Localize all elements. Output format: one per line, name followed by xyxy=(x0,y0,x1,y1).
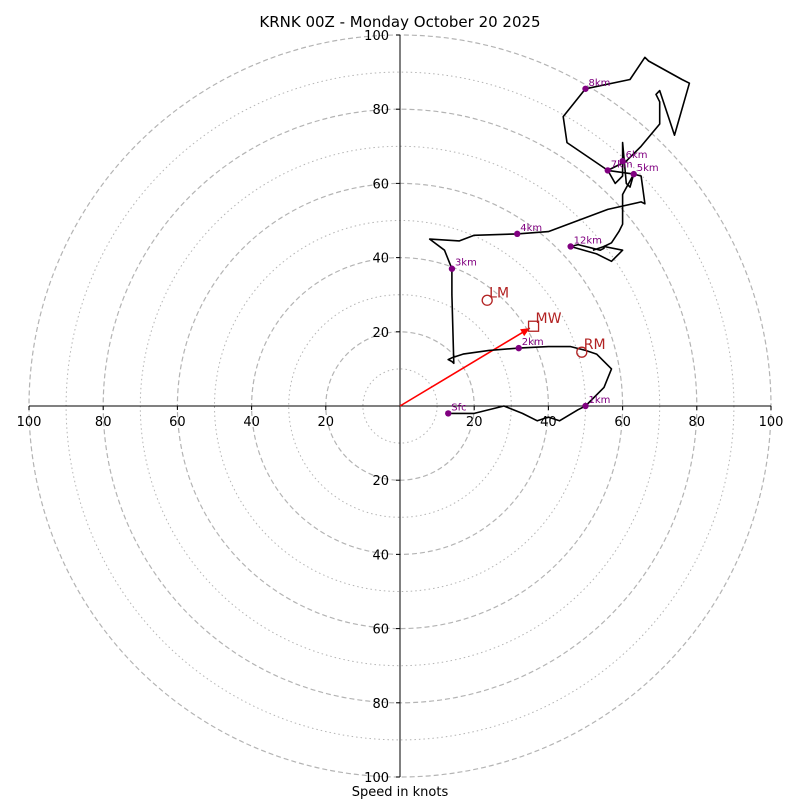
motion-label-rm: RM xyxy=(584,337,606,353)
x-tick-label: 20 xyxy=(318,415,335,430)
height-label-5km: 5km xyxy=(637,163,659,174)
shear-vector-line xyxy=(399,327,531,407)
y-tick-label: 20 xyxy=(372,326,389,341)
y-tick-label: 40 xyxy=(372,548,389,563)
height-point-5km xyxy=(630,170,637,178)
height-label-1km: 1km xyxy=(589,395,611,406)
x-axis-label: Speed in knots xyxy=(352,785,449,800)
y-tick-label: 40 xyxy=(372,252,389,267)
motion-marker-mw xyxy=(527,320,540,332)
height-point-2km xyxy=(515,344,522,352)
height-point-sfc xyxy=(445,410,452,417)
hodograph-trace xyxy=(428,56,691,422)
motion-label-mw: MW xyxy=(536,311,562,327)
height-point-3km xyxy=(448,265,456,272)
height-label-6km: 6km xyxy=(626,150,648,161)
x-tick-label: 40 xyxy=(243,415,260,430)
y-tick-label: 60 xyxy=(372,177,389,192)
y-tick-label: 60 xyxy=(372,623,389,638)
shear-vector xyxy=(399,327,531,407)
x-tick-label: 100 xyxy=(759,415,784,430)
y-tick-label: 100 xyxy=(364,29,389,44)
x-tick-label: 60 xyxy=(169,415,186,430)
height-label-2km: 2km xyxy=(522,337,544,348)
shear-vector-arrowhead xyxy=(520,328,530,337)
height-label-4km: 4km xyxy=(520,223,542,234)
x-tick-label: 80 xyxy=(95,415,112,430)
y-tick-label: 80 xyxy=(372,697,389,712)
motion-label-lm: LM xyxy=(489,285,509,301)
height-label-12km: 12km xyxy=(574,235,602,246)
motion-marker-lm xyxy=(481,294,493,306)
height-label-sfc: Sfc xyxy=(451,402,466,413)
height-point-8km xyxy=(582,85,589,92)
x-tick-label: 20 xyxy=(466,415,483,430)
y-tick-label: 20 xyxy=(372,474,389,489)
height-point-4km xyxy=(514,230,521,238)
height-point-7km xyxy=(604,167,611,174)
storm-motions: LM MW RM xyxy=(481,285,606,358)
x-tick-label: 100 xyxy=(17,415,42,430)
height-point-1km xyxy=(582,402,589,410)
height-label-8km: 8km xyxy=(589,78,611,89)
x-tick-label: 60 xyxy=(614,415,631,430)
height-label-7km: 7km xyxy=(611,159,633,170)
tick-labels: 100 80 60 40 20 20 40 60 80 100204060801002040608… xyxy=(17,29,784,786)
height-label-3km: 3km xyxy=(455,258,477,269)
height-point-6km xyxy=(619,157,626,165)
x-tick-label: 80 xyxy=(689,415,706,430)
motion-marker-rm xyxy=(576,346,588,358)
height-point-12km xyxy=(567,243,574,250)
chart-title: KRNK 00Z - Monday October 20 2025 xyxy=(259,13,540,31)
hodograph-line xyxy=(428,56,691,422)
y-tick-label: 100 xyxy=(364,771,389,786)
y-tick-label: 80 xyxy=(372,103,389,118)
